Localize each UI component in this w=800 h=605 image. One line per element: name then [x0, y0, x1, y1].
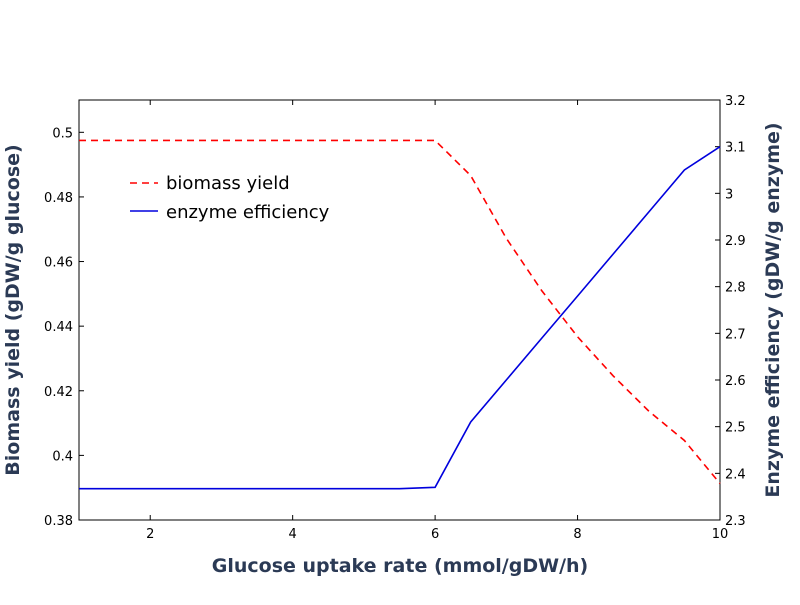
ticks-layer: 2 4 6 8 10 0.38 0.4 0.42 0.44 0.46 0.48 0.5 2.3 2.4 2.…	[44, 94, 746, 542]
y-tick-label-right: 2.7	[725, 327, 746, 342]
y-tick-label-left: 0.38	[44, 514, 73, 529]
series-line-enzyme-efficiency	[79, 146, 721, 490]
plot-area	[78, 99, 721, 521]
y-tick-label-right: 2.6	[725, 374, 746, 389]
x-tick-label: 2	[146, 527, 154, 542]
y-axis-title-right: Enzyme efficiency (gDW/g enzyme)	[762, 122, 784, 497]
y-tick-label-left: 0.42	[44, 385, 73, 400]
y-tick-label-right: 2.3	[725, 514, 746, 529]
legend-label-biomass-yield: biomass yield	[166, 173, 290, 194]
y-tick-label-right: 2.5	[725, 421, 746, 436]
y-tick-label-right: 3	[725, 187, 733, 202]
x-tick-label: 8	[573, 527, 581, 542]
y-axis-title-left: Biomass yield (gDW/g glucose)	[2, 144, 24, 475]
y-tick-label-right: 3.2	[725, 94, 746, 109]
y-tick-label-right: 2.9	[725, 234, 746, 249]
x-tick-label: 10	[712, 527, 729, 542]
y-tick-label-left: 0.44	[44, 320, 73, 335]
y-tick-label-left: 0.4	[52, 449, 73, 464]
y-tick-label-right: 2.8	[725, 281, 746, 296]
legend-label-enzyme-efficiency: enzyme efficiency	[166, 202, 330, 223]
series-layer	[79, 139, 721, 490]
y-tick-label-right: 3.1	[725, 141, 746, 156]
x-tick-label: 4	[289, 527, 297, 542]
y-tick-label-left: 0.48	[44, 191, 73, 206]
y-tick-label-left: 0.5	[52, 126, 73, 141]
series-line-biomass-yield	[79, 139, 721, 485]
legend: biomass yield enzyme efficiency	[130, 173, 330, 223]
y-tick-label-right: 2.4	[725, 467, 746, 482]
x-tick-label: 6	[431, 527, 439, 542]
x-axis-title: Glucose uptake rate (mmol/gDW/h)	[212, 555, 588, 577]
y-tick-label-left: 0.46	[44, 256, 73, 271]
